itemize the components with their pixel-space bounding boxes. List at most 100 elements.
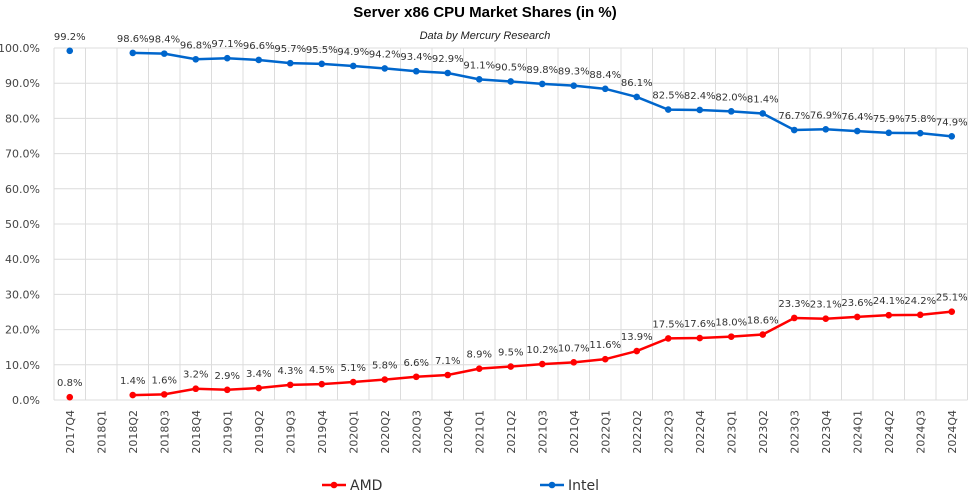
chart-title: Server x86 CPU Market Shares (in %) bbox=[353, 4, 617, 21]
x-tick-label: 2017Q4 bbox=[64, 410, 77, 454]
intel-point bbox=[822, 126, 830, 133]
intel-point bbox=[412, 67, 420, 75]
x-tick-label: 2021Q2 bbox=[505, 410, 518, 454]
x-tick-label: 2018Q2 bbox=[127, 410, 140, 454]
y-tick-label: 100.0% bbox=[0, 42, 40, 55]
intel-data-label: 86.1% bbox=[621, 78, 653, 89]
intel-point bbox=[601, 85, 609, 93]
intel-data-label: 76.4% bbox=[841, 112, 873, 123]
x-tick-label: 2018Q3 bbox=[158, 410, 171, 454]
amd-point bbox=[696, 334, 704, 342]
intel-point bbox=[570, 82, 578, 89]
intel-point bbox=[349, 62, 357, 70]
intel-point bbox=[192, 55, 200, 63]
amd-point bbox=[790, 314, 798, 322]
amd-data-label: 4.3% bbox=[278, 366, 303, 377]
intel-data-label: 91.1% bbox=[463, 60, 495, 71]
amd-data-label: 9.5% bbox=[498, 348, 523, 359]
amd-point bbox=[664, 335, 672, 342]
intel-data-label: 76.9% bbox=[810, 110, 842, 121]
amd-point bbox=[916, 311, 924, 319]
intel-point bbox=[885, 129, 893, 137]
legend-label-intel: Intel bbox=[568, 478, 599, 493]
amd-point bbox=[633, 347, 641, 355]
x-tick-label: 2021Q3 bbox=[536, 410, 549, 454]
x-tick-label: 2021Q1 bbox=[473, 410, 486, 454]
y-tick-label: 10.0% bbox=[5, 359, 40, 372]
intel-data-label: 75.8% bbox=[904, 114, 936, 125]
x-tick-label: 2023Q4 bbox=[820, 410, 833, 454]
amd-data-label: 17.5% bbox=[652, 319, 684, 330]
amd-data-label: 8.9% bbox=[467, 350, 492, 361]
intel-point bbox=[286, 59, 294, 67]
legend-marker-intel bbox=[548, 481, 556, 489]
amd-point bbox=[570, 359, 578, 366]
x-tick-label: 2023Q3 bbox=[788, 410, 801, 454]
amd-data-label: 6.6% bbox=[404, 358, 429, 369]
y-tick-label: 70.0% bbox=[5, 148, 40, 161]
amd-data-label: 7.1% bbox=[435, 356, 460, 367]
intel-data-label: 88.4% bbox=[589, 70, 621, 81]
intel-point bbox=[318, 60, 326, 68]
intel-point bbox=[790, 126, 798, 134]
intel-data-label: 99.2% bbox=[54, 32, 86, 43]
legend-label-amd: AMD bbox=[350, 478, 382, 493]
intel-data-label: 81.4% bbox=[747, 94, 779, 105]
amd-point bbox=[759, 331, 767, 338]
intel-data-label: 94.2% bbox=[369, 49, 401, 60]
amd-point bbox=[538, 360, 546, 368]
amd-point bbox=[948, 308, 956, 315]
y-tick-label: 60.0% bbox=[5, 183, 40, 196]
x-tick-label: 2020Q2 bbox=[379, 410, 392, 454]
amd-point bbox=[160, 391, 168, 398]
intel-point bbox=[696, 106, 704, 114]
intel-data-label: 82.5% bbox=[652, 91, 684, 102]
x-tick-label: 2024Q2 bbox=[883, 410, 896, 454]
intel-data-label: 82.0% bbox=[715, 92, 747, 103]
intel-data-label: 96.8% bbox=[180, 40, 212, 51]
amd-point bbox=[507, 363, 515, 370]
intel-point bbox=[444, 69, 452, 77]
amd-point bbox=[601, 355, 609, 363]
amd-data-label: 10.7% bbox=[558, 343, 590, 354]
intel-point bbox=[160, 50, 168, 57]
amd-point bbox=[66, 393, 74, 401]
amd-point bbox=[822, 315, 830, 322]
x-tick-label: 2020Q3 bbox=[410, 410, 423, 454]
y-tick-label: 90.0% bbox=[5, 77, 40, 90]
x-tick-label: 2022Q1 bbox=[599, 410, 612, 454]
amd-point bbox=[255, 384, 263, 392]
amd-point bbox=[129, 391, 137, 399]
amd-point bbox=[223, 386, 231, 394]
x-tick-label: 2021Q4 bbox=[568, 410, 581, 454]
intel-point bbox=[66, 47, 74, 55]
amd-data-label: 3.2% bbox=[183, 370, 208, 381]
intel-point bbox=[223, 54, 231, 62]
amd-data-label: 1.4% bbox=[120, 376, 145, 387]
amd-data-label: 24.2% bbox=[904, 296, 936, 307]
x-tick-label: 2019Q2 bbox=[253, 410, 266, 454]
amd-point bbox=[381, 376, 389, 383]
amd-data-label: 2.9% bbox=[215, 371, 240, 382]
amd-point bbox=[349, 378, 357, 386]
amd-data-label: 18.0% bbox=[715, 318, 747, 329]
intel-data-label: 76.7% bbox=[778, 111, 810, 122]
x-tick-label: 2018Q4 bbox=[190, 410, 203, 454]
x-tick-label: 2024Q3 bbox=[914, 410, 927, 454]
intel-point bbox=[664, 106, 672, 113]
amd-data-label: 23.1% bbox=[810, 300, 842, 311]
legend-marker-amd bbox=[330, 481, 338, 489]
intel-data-label: 93.4% bbox=[400, 52, 432, 63]
amd-data-label: 0.8% bbox=[57, 378, 82, 389]
amd-point bbox=[444, 371, 452, 379]
y-tick-label: 20.0% bbox=[5, 324, 40, 337]
intel-point bbox=[475, 76, 483, 83]
intel-point bbox=[255, 56, 263, 64]
x-tick-label: 2024Q1 bbox=[851, 410, 864, 454]
amd-point bbox=[412, 373, 420, 381]
amd-data-label: 10.2% bbox=[526, 345, 558, 356]
x-tick-label: 2023Q1 bbox=[725, 410, 738, 454]
intel-point bbox=[916, 129, 924, 137]
